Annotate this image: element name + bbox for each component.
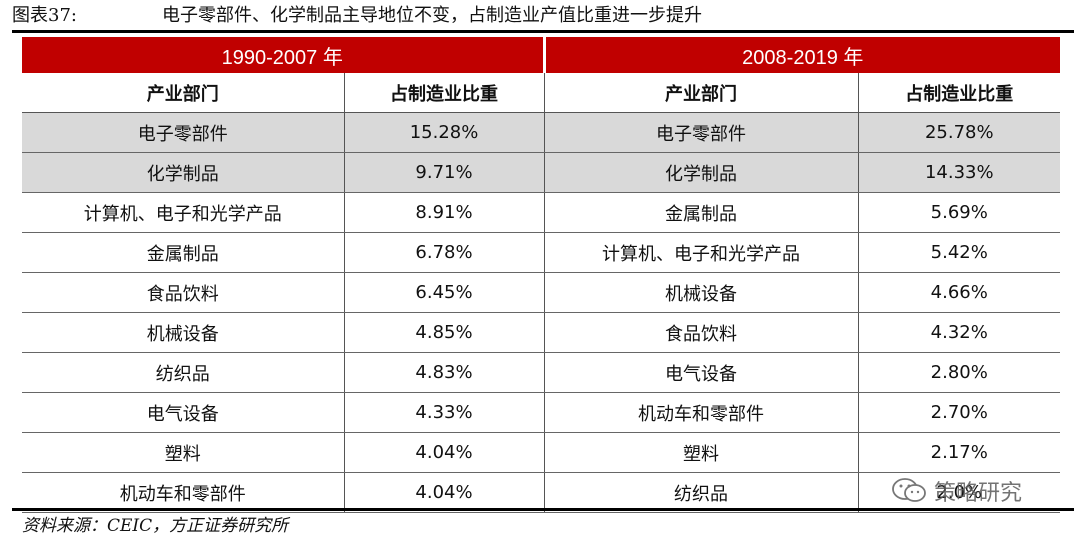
sector-cell: 机动车和零部件: [22, 472, 345, 513]
sector-cell: 电气设备: [22, 392, 345, 433]
sector-cell: 电气设备: [544, 352, 859, 393]
table-row: 食品饮料 6.45% 机械设备 4.66%: [22, 272, 1061, 313]
sector-cell: 纺织品: [544, 472, 859, 513]
sector-header-2: 产业部门: [544, 73, 859, 113]
sector-cell: 塑料: [22, 432, 345, 473]
watermark: 策略研究: [890, 474, 1022, 508]
figure-label: 图表37:: [12, 5, 77, 26]
sector-cell: 机动车和零部件: [544, 392, 859, 433]
sector-cell: 电子零部件: [22, 112, 345, 153]
share-header-1: 占制造业比重: [344, 73, 545, 113]
period-header-row: 1990-2007 年 2008-2019 年: [22, 37, 1061, 73]
sector-cell: 化学制品: [544, 152, 859, 193]
sector-cell: 食品饮料: [544, 312, 859, 353]
sector-cell: 纺织品: [22, 352, 345, 393]
sector-cell: 化学制品: [22, 152, 345, 193]
sector-cell: 金属制品: [22, 232, 345, 273]
sector-header-1: 产业部门: [22, 73, 345, 113]
share-cell: 4.04%: [344, 472, 545, 513]
share-cell: 4.33%: [344, 392, 545, 433]
table-row: 电子零部件 15.28% 电子零部件 25.78%: [22, 112, 1061, 153]
sector-cell: 塑料: [544, 432, 859, 473]
sector-cell: 食品饮料: [22, 272, 345, 313]
figure-title-text: 电子零部件、化学制品主导地位不变，占制造业产值比重进一步提升: [162, 5, 702, 26]
share-cell: 4.32%: [858, 312, 1061, 353]
share-cell: 2.80%: [858, 352, 1061, 393]
bottom-rule: [12, 508, 1074, 511]
share-header-2: 占制造业比重: [858, 73, 1061, 113]
share-cell: 8.91%: [344, 192, 545, 233]
share-cell: 4.04%: [344, 432, 545, 473]
wechat-icon: [892, 478, 926, 502]
table-row: 金属制品 6.78% 计算机、电子和光学产品 5.42%: [22, 232, 1061, 273]
sector-cell: 金属制品: [544, 192, 859, 233]
sector-cell: 机械设备: [22, 312, 345, 353]
share-cell: 2.70%: [858, 392, 1061, 433]
table-row: 化学制品 9.71% 化学制品 14.33%: [22, 152, 1061, 193]
table-row: 机械设备 4.85% 食品饮料 4.32%: [22, 312, 1061, 353]
share-cell: 9.71%: [344, 152, 545, 193]
share-cell: 4.66%: [858, 272, 1061, 313]
source-note: 资料来源：CEIC，方正证券研究所: [22, 516, 289, 536]
share-cell: 4.85%: [344, 312, 545, 353]
share-cell: 5.69%: [858, 192, 1061, 233]
share-cell: 2.0%: [858, 472, 1061, 513]
sector-share-table: 1990-2007 年 2008-2019 年 产业部门 占制造业比重 产业部门…: [22, 37, 1061, 513]
share-cell: 6.78%: [344, 232, 545, 273]
sector-cell: 计算机、电子和光学产品: [22, 192, 345, 233]
sector-cell: 机械设备: [544, 272, 859, 313]
table-row: 塑料 4.04% 塑料 2.17%: [22, 432, 1061, 473]
table-row: 机动车和零部件 4.04% 纺织品 2.0%: [22, 472, 1061, 513]
table-row: 电气设备 4.33% 机动车和零部件 2.70%: [22, 392, 1061, 433]
share-cell: 5.42%: [858, 232, 1061, 273]
share-cell: 14.33%: [858, 152, 1061, 193]
sector-cell: 电子零部件: [544, 112, 859, 153]
top-rule: [12, 30, 1074, 33]
sector-cell: 计算机、电子和光学产品: [544, 232, 859, 273]
period-2008-2019: 2008-2019 年: [544, 37, 1061, 73]
share-cell: 15.28%: [344, 112, 545, 153]
share-cell: 6.45%: [344, 272, 545, 313]
period-1990-2007: 1990-2007 年: [22, 37, 546, 73]
table-row: 计算机、电子和光学产品 8.91% 金属制品 5.69%: [22, 192, 1061, 233]
column-header-row: 产业部门 占制造业比重 产业部门 占制造业比重: [22, 73, 1061, 113]
table-row: 纺织品 4.83% 电气设备 2.80%: [22, 352, 1061, 393]
share-cell: 25.78%: [858, 112, 1061, 153]
watermark-text: 策略研究: [934, 481, 1023, 506]
share-cell: 2.17%: [858, 432, 1061, 473]
share-cell: 4.83%: [344, 352, 545, 393]
figure-title: 图表37: 电子零部件、化学制品主导地位不变，占制造业产值比重进一步提升: [12, 3, 1072, 29]
